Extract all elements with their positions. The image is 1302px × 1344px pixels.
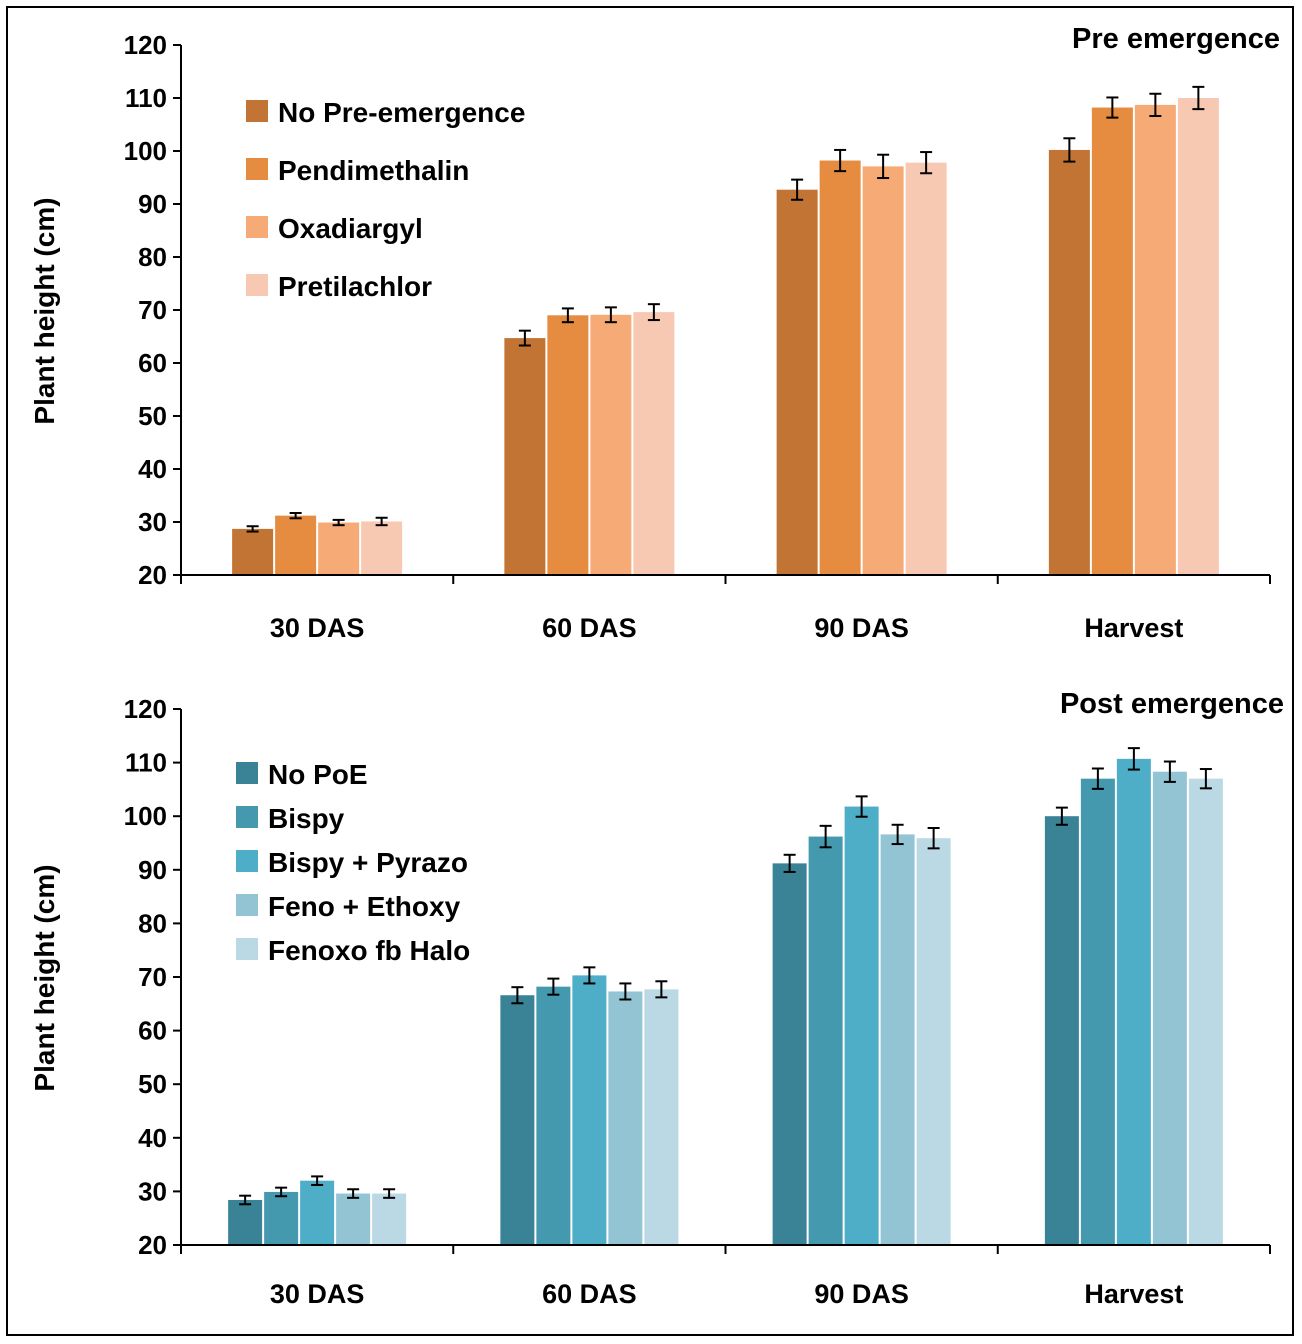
- bar: [862, 166, 904, 575]
- y-tick-label: 40: [138, 1123, 167, 1153]
- bar: [1134, 104, 1176, 575]
- bar: [844, 806, 879, 1245]
- x-tick-label: 90 DAS: [814, 613, 909, 643]
- legend-swatch: [236, 938, 258, 960]
- bar: [336, 1193, 371, 1245]
- bar: [776, 189, 818, 575]
- bar: [1048, 149, 1090, 575]
- bar: [300, 1180, 335, 1245]
- x-tick-label: 30 DAS: [270, 1279, 365, 1309]
- legend-swatch: [246, 274, 268, 296]
- legend-swatch: [246, 100, 268, 122]
- bar: [1091, 107, 1133, 575]
- bar: [590, 314, 632, 575]
- bar: [228, 1199, 263, 1245]
- bar: [1080, 778, 1115, 1245]
- x-tick-label: 60 DAS: [542, 613, 637, 643]
- y-tick-label: 100: [124, 136, 167, 166]
- legend-label: Fenoxo fb Halo: [268, 935, 470, 966]
- legend-swatch: [236, 762, 258, 784]
- legend-label: Pendimethalin: [278, 155, 469, 186]
- bar: [264, 1191, 299, 1245]
- y-axis-title: Plant height (cm): [29, 864, 60, 1091]
- y-tick-label: 60: [138, 1016, 167, 1046]
- panel-title: Pre emergence: [1072, 23, 1280, 55]
- y-tick-label: 80: [138, 242, 167, 272]
- y-tick-label: 50: [138, 401, 167, 431]
- legend-label: Bispy: [268, 803, 345, 834]
- y-tick-label: 90: [138, 855, 167, 885]
- bar: [1152, 771, 1187, 1245]
- bar: [504, 338, 546, 575]
- legend-label: Pretilachlor: [278, 271, 432, 302]
- bar: [318, 522, 360, 575]
- legend-swatch: [236, 894, 258, 916]
- legend-label: No PoE: [268, 759, 368, 790]
- x-tick-label: Harvest: [1084, 1279, 1183, 1309]
- bar: [633, 312, 675, 575]
- pre-emergence-panel: Plant height (cm) Pre emergence 30 DAS 60…: [29, 23, 1280, 643]
- bar: [536, 986, 571, 1245]
- y-tick-label: 80: [138, 908, 167, 938]
- y-tick-label: 100: [124, 801, 167, 831]
- bar: [500, 995, 535, 1245]
- bar: [275, 515, 317, 575]
- legend-swatch: [246, 158, 268, 180]
- y-tick-label: 20: [138, 560, 167, 590]
- bar: [880, 834, 915, 1245]
- legend-swatch: [236, 850, 258, 872]
- y-tick-label: 110: [125, 748, 167, 778]
- legend-label: Oxadiargyl: [278, 213, 423, 244]
- legend-swatch: [246, 216, 268, 238]
- y-tick-label: 110: [125, 83, 167, 113]
- x-tick-label: Harvest: [1084, 613, 1183, 643]
- y-tick-label: 70: [138, 295, 167, 325]
- bar: [372, 1193, 407, 1245]
- bar: [808, 836, 843, 1245]
- bar: [572, 975, 607, 1245]
- x-tick-label: 30 DAS: [270, 613, 365, 643]
- panel-title: Post emergence: [1060, 688, 1284, 720]
- bar: [232, 528, 274, 575]
- y-tick-label: 30: [138, 507, 167, 537]
- x-tick-label: 90 DAS: [814, 1279, 909, 1309]
- legend-label: Bispy + Pyrazo: [268, 847, 468, 878]
- bar: [1177, 98, 1219, 575]
- bar: [644, 989, 679, 1245]
- bar: [1188, 778, 1223, 1245]
- bar: [916, 838, 951, 1245]
- y-tick-label: 120: [124, 30, 167, 60]
- legend-label: No Pre-emergence: [278, 97, 525, 128]
- post-emergence-panel: Plant height (cm) Post emergence 30 DAS 6…: [29, 688, 1284, 1309]
- bar: [905, 162, 947, 575]
- bar: [819, 160, 861, 576]
- y-tick-label: 70: [138, 962, 167, 992]
- bar: [361, 521, 403, 575]
- bar: [547, 315, 589, 575]
- legend-swatch: [236, 806, 258, 828]
- y-tick-label: 90: [138, 189, 167, 219]
- y-tick-label: 30: [138, 1176, 167, 1206]
- y-tick-label: 50: [138, 1069, 167, 1099]
- bar: [1044, 816, 1079, 1245]
- y-tick-label: 20: [138, 1230, 167, 1260]
- x-tick-label: 60 DAS: [542, 1279, 637, 1309]
- bar: [608, 991, 643, 1245]
- bar: [772, 863, 807, 1245]
- y-tick-label: 40: [138, 454, 167, 484]
- bar: [1116, 758, 1151, 1245]
- y-tick-label: 120: [124, 694, 167, 724]
- y-axis-title: Plant height (cm): [29, 197, 60, 424]
- y-tick-label: 60: [138, 348, 167, 378]
- legend-label: Feno + Ethoxy: [268, 891, 461, 922]
